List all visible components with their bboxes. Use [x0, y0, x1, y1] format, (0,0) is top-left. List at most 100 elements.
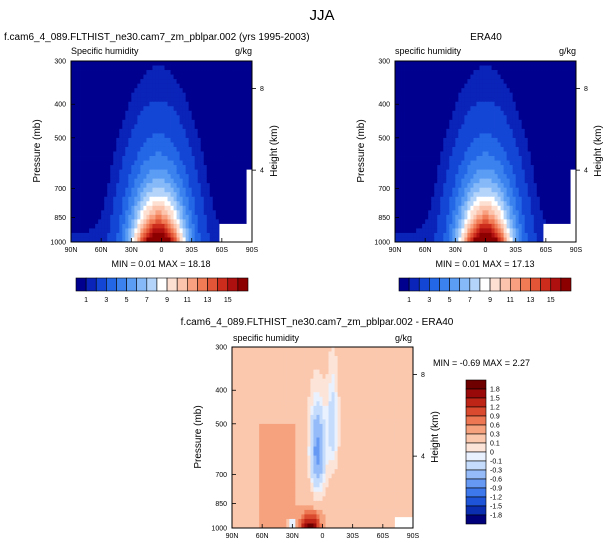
- panel-model-cell: [236, 160, 241, 166]
- panel-obs-cell: [422, 119, 426, 125]
- panel-obs-cell: [416, 92, 420, 98]
- panel-obs-cell: [521, 156, 526, 161]
- panel-model-cell: [125, 61, 129, 66]
- panel-obs-cell: [554, 201, 559, 207]
- panel-model-cell: [227, 142, 232, 148]
- panel-obs-cell: [485, 83, 489, 89]
- panel-model-cell: [233, 124, 238, 130]
- panel-model-cell: [164, 237, 168, 243]
- panel-model-cell: [152, 74, 156, 80]
- panel-obs-cell: [449, 174, 453, 180]
- panel-obs-cell: [494, 124, 498, 130]
- panel-obs-cell: [545, 88, 550, 94]
- panel-model-cell: [113, 160, 117, 166]
- panel-obs-cell: [554, 196, 559, 202]
- panel-obs-cell: [428, 110, 432, 116]
- panel-model-cell: [215, 187, 220, 193]
- panel-obs-cell: [401, 65, 405, 71]
- panel-obs-cell: [446, 214, 450, 220]
- panel-model-cell: [128, 205, 132, 211]
- panel-obs-cell: [491, 110, 495, 116]
- panel-model-cell: [194, 214, 199, 220]
- panel-model-cell: [83, 223, 87, 229]
- panel-model-cell: [209, 128, 214, 134]
- panel-model-cell: [203, 79, 208, 85]
- panel-model-cell: [239, 187, 244, 193]
- panel-model-cell: [203, 219, 208, 225]
- panel-model-cell: [227, 88, 232, 94]
- panel-obs-cell: [497, 196, 501, 202]
- panel-model-cell: [173, 187, 177, 193]
- panel-model-cell: [245, 124, 250, 130]
- panel-model-cell: [182, 110, 187, 116]
- panel-model-cell: [107, 183, 111, 189]
- panel-obs-cell: [434, 137, 438, 143]
- panel-model-cell: [155, 92, 159, 98]
- panel-model-cell: [149, 178, 153, 184]
- panel-model-cell: [122, 83, 126, 89]
- panel-obs-cell: [431, 201, 435, 207]
- panel-model-cell: [188, 88, 193, 94]
- panel-obs-cell: [419, 142, 423, 148]
- panel-obs-cell: [512, 201, 517, 207]
- panel-obs-cell: [413, 192, 417, 198]
- panel-obs-cell: [545, 201, 550, 207]
- panel-model-cell: [89, 70, 93, 75]
- panel-model-cell: [137, 232, 141, 238]
- panel-diff-cell: [367, 347, 372, 352]
- panel-model-cell: [170, 115, 174, 121]
- panel-model-cell: [233, 156, 238, 161]
- panel-diff-cell: [265, 347, 269, 352]
- panel-obs-cell: [428, 151, 432, 157]
- panel-obs-cell: [521, 142, 526, 148]
- panel-obs-cell: [449, 65, 453, 71]
- panel-model-cell: [74, 156, 78, 161]
- panel-model-cell: [239, 196, 244, 202]
- panel-model-cell: [134, 65, 138, 71]
- panel-obs-cell: [572, 74, 577, 80]
- panel-model-cell: [149, 160, 153, 166]
- panel-obs-cell: [467, 74, 471, 80]
- panel-obs-cell: [452, 124, 456, 130]
- panel-obs-cell: [491, 92, 495, 98]
- panel-model-cell: [215, 237, 220, 243]
- panel-obs-cell: [434, 106, 438, 112]
- panel-model-cell: [167, 101, 171, 107]
- panel-model-cell: [122, 128, 126, 134]
- panel-model-cell: [119, 110, 123, 116]
- panel-obs-cell: [458, 219, 462, 225]
- panel-model-cell: [158, 101, 162, 107]
- panel-model-cell: [98, 156, 102, 161]
- panel-obs-cell: [461, 210, 465, 216]
- panel-obs-cell: [494, 97, 498, 103]
- panel-model-cell: [158, 205, 162, 211]
- panel-model-cell: [179, 92, 184, 98]
- panel-model-cell: [131, 106, 135, 112]
- panel-model-cell: [107, 137, 111, 143]
- panel-model-cell: [80, 201, 84, 207]
- panel-model-cell: [197, 183, 202, 189]
- panel-obs-cell: [557, 201, 562, 207]
- panel-obs-cell: [410, 65, 414, 71]
- panel-model-colorbar-box: [227, 277, 239, 292]
- panel-obs-cell: [422, 237, 426, 243]
- panel-model-cell: [188, 156, 193, 161]
- panel-model-cell: [71, 115, 75, 121]
- panel-model-cell: [179, 101, 184, 107]
- panel-obs-cell: [476, 196, 480, 202]
- panel-obs-cell: [524, 70, 529, 75]
- panel-diff-cell: [358, 347, 363, 352]
- panel-model-cell: [188, 201, 193, 207]
- panel-obs-cell: [515, 146, 520, 152]
- panel-model-cell: [245, 97, 250, 103]
- panel-model-cell: [77, 83, 81, 89]
- panel-model-cell: [86, 183, 90, 189]
- panel-obs-cell: [524, 232, 529, 238]
- panel-obs-cell: [548, 97, 553, 103]
- panel-obs-cell: [413, 160, 417, 166]
- panel-model-xtick-label: 90N: [65, 247, 78, 254]
- panel-model-cell: [131, 156, 135, 161]
- panel-obs-cell: [419, 101, 423, 107]
- panel-obs-cell: [509, 196, 514, 202]
- panel-model-cell: [227, 79, 232, 85]
